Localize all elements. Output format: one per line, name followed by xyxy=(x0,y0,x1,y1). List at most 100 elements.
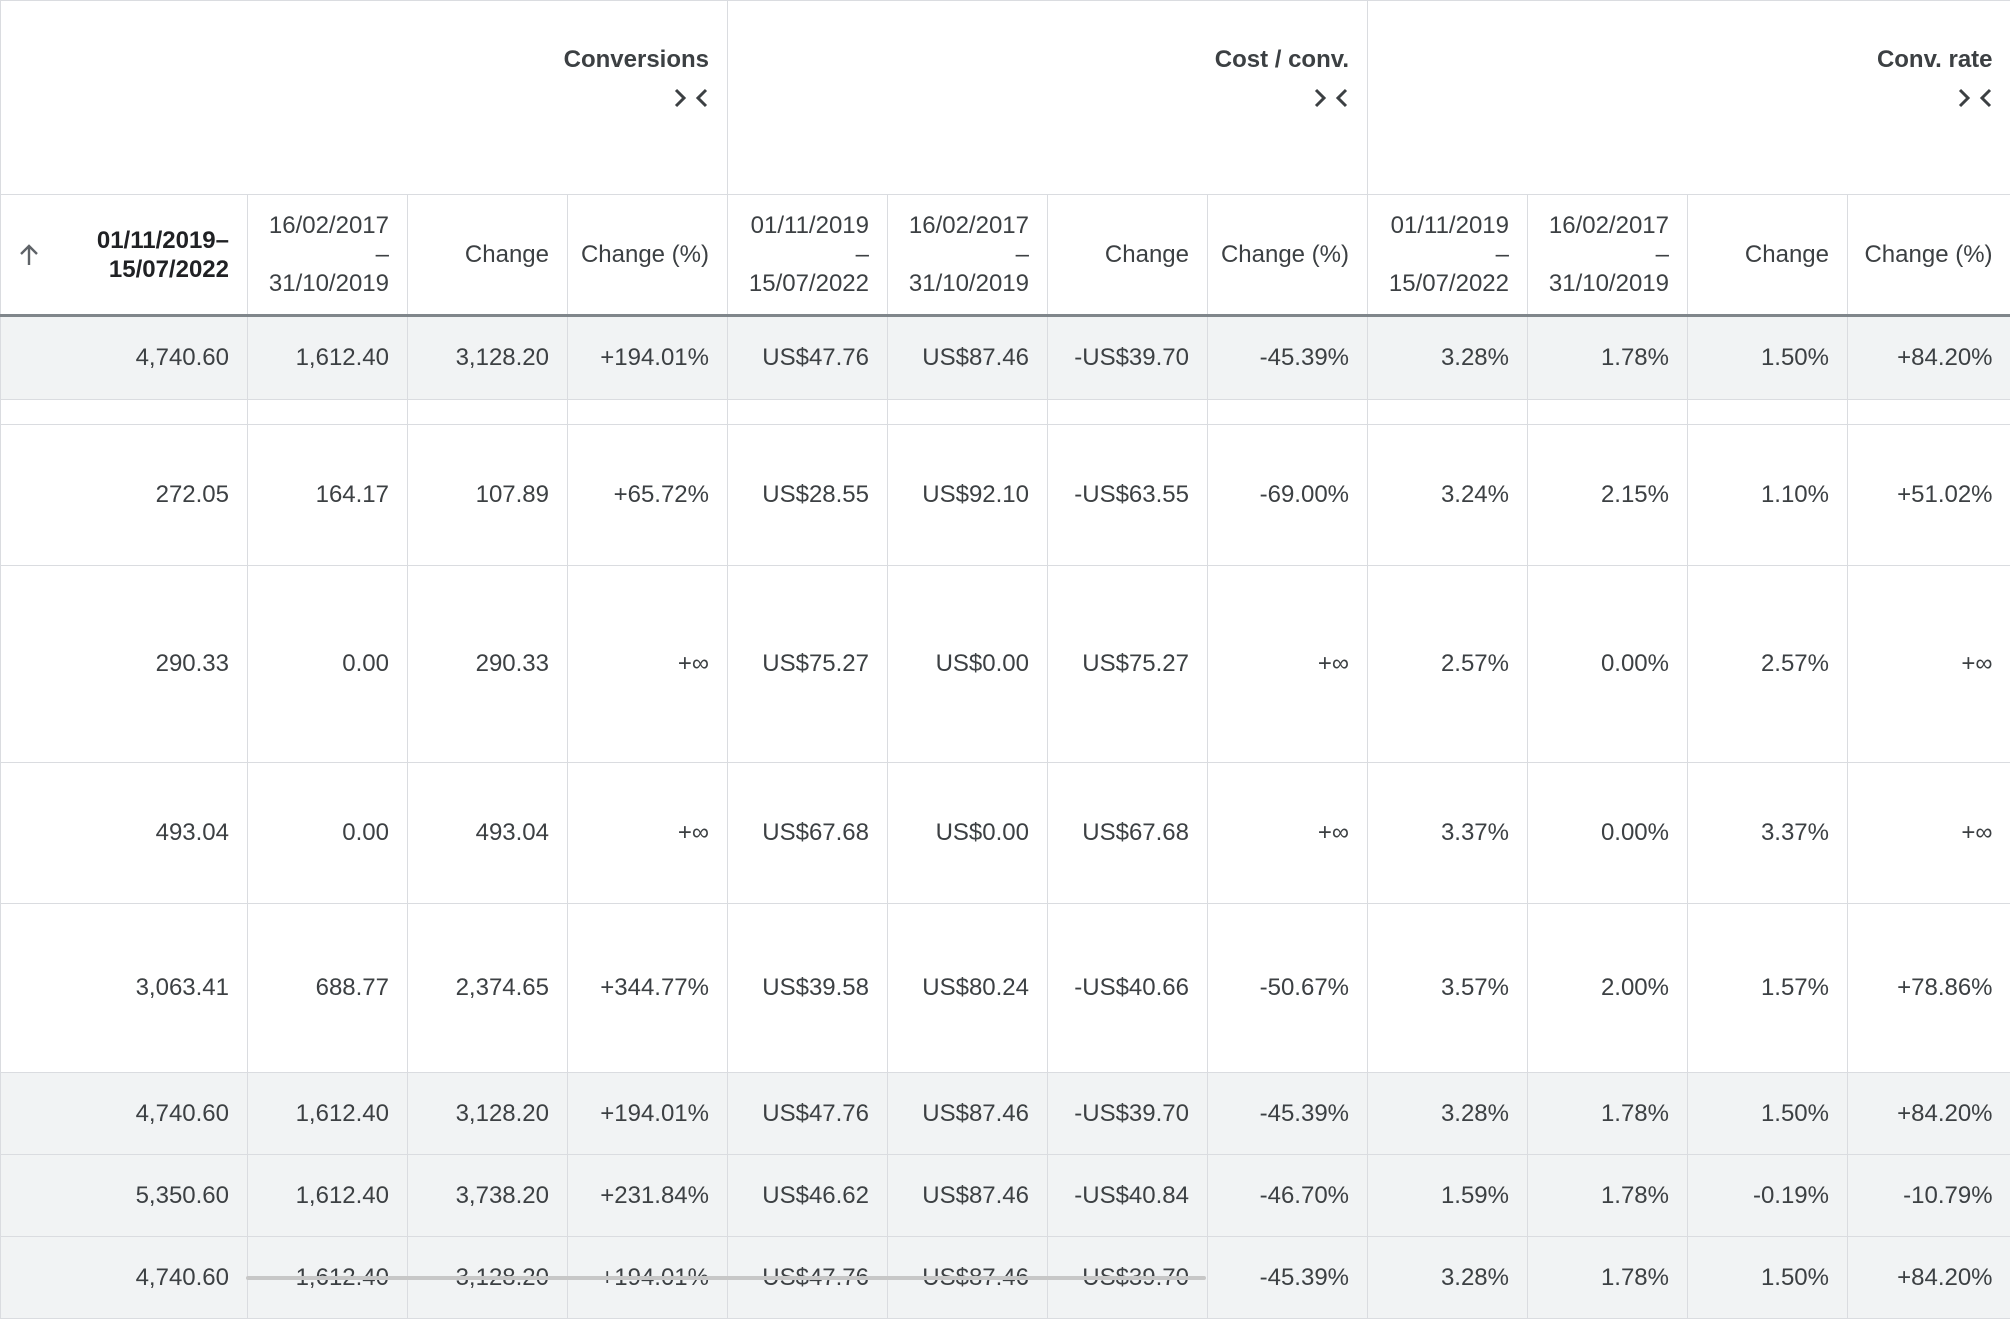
table-cell: +194.01% xyxy=(568,316,728,400)
spacer-cell xyxy=(1528,400,1688,425)
table-cell: US$87.46 xyxy=(888,1073,1048,1155)
date-dash: – xyxy=(1528,240,1669,269)
table-cell: US$67.68 xyxy=(1048,763,1208,904)
table-cell: 1.10% xyxy=(1688,425,1848,566)
table-cell: -US$39.70 xyxy=(1048,316,1208,400)
date-dash: – xyxy=(728,240,869,269)
table-cell: +78.86% xyxy=(1848,904,2010,1073)
collapse-arrows-icon[interactable] xyxy=(728,81,1349,113)
horizontal-scrollbar[interactable] xyxy=(246,1276,1206,1280)
spacer-cell xyxy=(1688,400,1848,425)
col-header-conversions-change[interactable]: Change xyxy=(408,195,568,316)
spacer-cell xyxy=(1,400,248,425)
table-cell: 3,063.41 xyxy=(1,904,248,1073)
date-line: 31/10/2019 xyxy=(248,269,389,298)
table-cell: +∞ xyxy=(568,763,728,904)
table-cell: 1,612.40 xyxy=(248,1073,408,1155)
col-header-rate-change[interactable]: Change xyxy=(1688,195,1848,316)
col-header-cost-current[interactable]: 01/11/2019 – 15/07/2022 xyxy=(728,195,888,316)
table-cell: 0.00 xyxy=(248,763,408,904)
table-cell: -US$39.70 xyxy=(1048,1073,1208,1155)
col-header-rate-previous[interactable]: 16/02/2017 – 31/10/2019 xyxy=(1528,195,1688,316)
table-cell: 3.57% xyxy=(1368,904,1528,1073)
table-cell: 1.78% xyxy=(1528,316,1688,400)
col-header-cost-previous[interactable]: 16/02/2017 – 31/10/2019 xyxy=(888,195,1048,316)
spacer-cell xyxy=(1848,400,2010,425)
collapse-arrows-icon[interactable] xyxy=(1,81,709,113)
group-label: Conv. rate xyxy=(1368,45,1993,75)
col-header-rate-change-pct[interactable]: Change (%) xyxy=(1848,195,2010,316)
comparison-table-view: Conversions Cost / conv. Conv. rate xyxy=(0,0,2010,1280)
table-cell: +∞ xyxy=(1208,763,1368,904)
table-cell: US$47.76 xyxy=(728,316,888,400)
date-line: 15/07/2022 xyxy=(728,269,869,298)
table-cell: -45.39% xyxy=(1208,316,1368,400)
collapse-arrows-icon[interactable] xyxy=(1368,81,1993,113)
table-cell: 1.50% xyxy=(1688,316,1848,400)
date-dash: – xyxy=(888,240,1029,269)
col-header-rate-current[interactable]: 01/11/2019 – 15/07/2022 xyxy=(1368,195,1528,316)
col-header-conversions-change-pct[interactable]: Change (%) xyxy=(568,195,728,316)
group-header-conv-rate: Conv. rate xyxy=(1368,1,2010,195)
table-cell: 2.15% xyxy=(1528,425,1688,566)
table-cell: -US$40.66 xyxy=(1048,904,1208,1073)
col-header-conversions-current[interactable]: 01/11/2019– 15/07/2022 xyxy=(1,195,248,316)
group-label: Cost / conv. xyxy=(728,45,1349,75)
date-line: 31/10/2019 xyxy=(888,269,1029,298)
table-cell: US$28.55 xyxy=(728,425,888,566)
group-header-cost-per-conv: Cost / conv. xyxy=(728,1,1368,195)
table-cell: -US$40.84 xyxy=(1048,1155,1208,1237)
table-cell: 4,740.60 xyxy=(1,1237,248,1319)
spacer-row xyxy=(1,400,2010,425)
table-cell: 0.00% xyxy=(1528,763,1688,904)
date-dash: – xyxy=(248,240,389,269)
table-cell: US$46.62 xyxy=(728,1155,888,1237)
table-cell: 4,740.60 xyxy=(1,316,248,400)
table-cell: 1.59% xyxy=(1368,1155,1528,1237)
table-cell: US$92.10 xyxy=(888,425,1048,566)
table-cell: +231.84% xyxy=(568,1155,728,1237)
table-cell: US$47.76 xyxy=(728,1073,888,1155)
table-cell: 0.00 xyxy=(248,566,408,763)
sort-ascending-icon[interactable] xyxy=(15,241,43,269)
table-cell: 4,740.60 xyxy=(1,1073,248,1155)
table-cell: US$87.46 xyxy=(888,316,1048,400)
table-cell: 2.57% xyxy=(1368,566,1528,763)
spacer-cell xyxy=(248,400,408,425)
table-cell: +∞ xyxy=(1208,566,1368,763)
spacer-cell xyxy=(568,400,728,425)
date-dash: – xyxy=(1368,240,1509,269)
table-cell: US$75.27 xyxy=(728,566,888,763)
table-cell: 688.77 xyxy=(248,904,408,1073)
table-cell: +∞ xyxy=(1848,763,2010,904)
date-line: 01/11/2019 xyxy=(1368,211,1509,240)
col-header-cost-change-pct[interactable]: Change (%) xyxy=(1208,195,1368,316)
col-header-cost-change[interactable]: Change xyxy=(1048,195,1208,316)
table-cell: 3.37% xyxy=(1368,763,1528,904)
table-cell: +84.20% xyxy=(1848,1073,2010,1155)
table-cell: +84.20% xyxy=(1848,316,2010,400)
table-cell: 3.28% xyxy=(1368,1237,1528,1319)
col-header-conversions-previous[interactable]: 16/02/2017 – 31/10/2019 xyxy=(248,195,408,316)
table-cell: 0.00% xyxy=(1528,566,1688,763)
table-cell: 1,612.40 xyxy=(248,1155,408,1237)
table-cell: +∞ xyxy=(568,566,728,763)
table-cell: +51.02% xyxy=(1848,425,2010,566)
date-line: 16/02/2017 xyxy=(888,211,1029,240)
group-label: Conversions xyxy=(1,45,709,75)
table-cell: US$67.68 xyxy=(728,763,888,904)
table-cell: 3.28% xyxy=(1368,1073,1528,1155)
table-cell: 5,350.60 xyxy=(1,1155,248,1237)
table-cell: 1.50% xyxy=(1688,1073,1848,1155)
group-header-conversions: Conversions xyxy=(1,1,728,195)
table-cell: 3.37% xyxy=(1688,763,1848,904)
spacer-cell xyxy=(1048,400,1208,425)
table-cell: US$0.00 xyxy=(888,763,1048,904)
table-cell: 493.04 xyxy=(1,763,248,904)
